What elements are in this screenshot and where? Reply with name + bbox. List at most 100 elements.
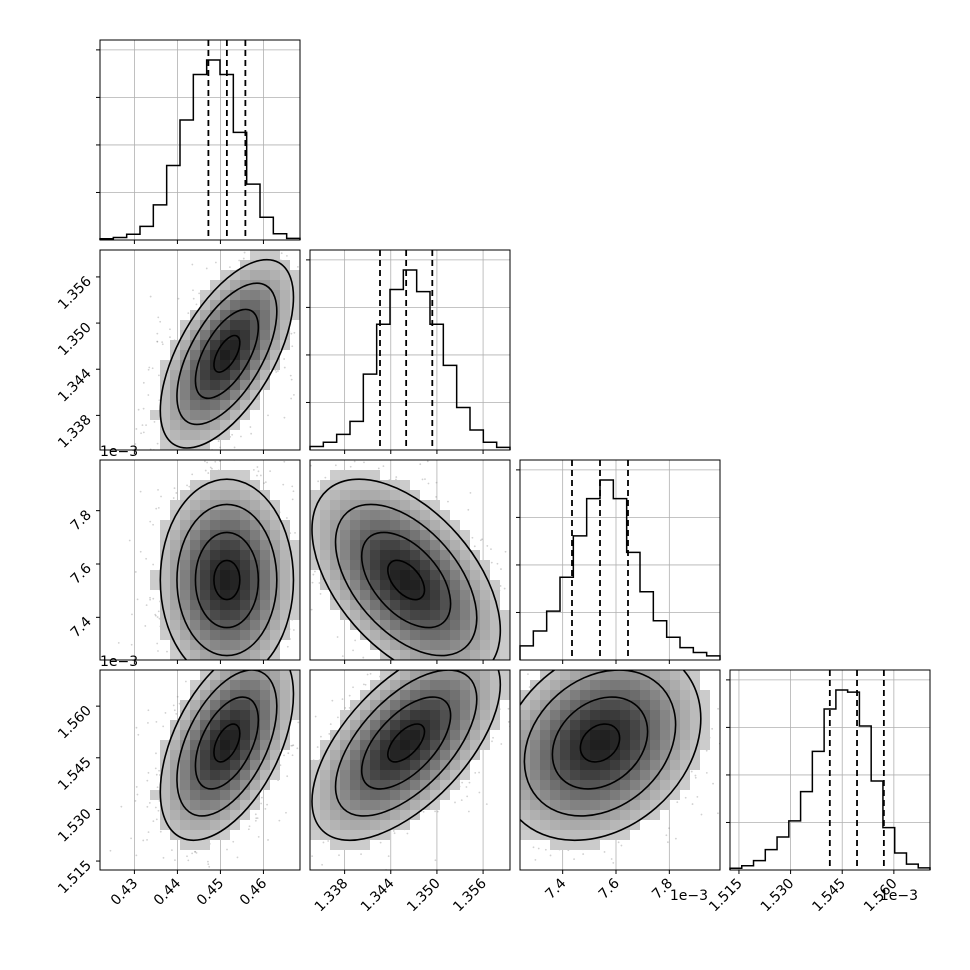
sample-point bbox=[280, 252, 283, 255]
density-cell bbox=[340, 580, 350, 590]
density-cell bbox=[400, 520, 410, 530]
density-cell bbox=[480, 580, 490, 590]
sample-point bbox=[149, 295, 152, 298]
density-cell bbox=[270, 340, 280, 350]
density-cell bbox=[230, 390, 240, 400]
density-cell bbox=[280, 310, 290, 320]
density-cell bbox=[220, 420, 230, 430]
density-cell bbox=[200, 640, 210, 650]
sample-point bbox=[142, 431, 145, 434]
sample-point bbox=[317, 480, 320, 483]
density-cell bbox=[290, 310, 300, 320]
density-cell bbox=[220, 480, 230, 490]
sample-point bbox=[481, 538, 483, 541]
sample-point bbox=[305, 519, 307, 521]
sample-point bbox=[142, 381, 145, 384]
density-cell bbox=[270, 520, 280, 530]
sample-point bbox=[164, 874, 166, 876]
density-cell bbox=[180, 550, 190, 560]
sample-point bbox=[338, 854, 340, 857]
density-cell bbox=[250, 580, 260, 590]
density-cell bbox=[180, 530, 190, 540]
density-cell bbox=[380, 620, 390, 630]
density-cell bbox=[380, 530, 390, 540]
density-cell bbox=[250, 360, 260, 370]
density-cell bbox=[310, 490, 320, 500]
density-cell bbox=[290, 580, 300, 590]
sample-point bbox=[291, 485, 294, 488]
density-cell bbox=[400, 570, 410, 580]
density-cell bbox=[210, 670, 220, 680]
density-cell bbox=[310, 560, 320, 570]
density-cell bbox=[220, 520, 230, 530]
sample-point bbox=[156, 616, 159, 618]
sample-point bbox=[219, 460, 221, 463]
density-cell bbox=[200, 420, 210, 430]
sample-point bbox=[139, 490, 142, 493]
density-cell bbox=[200, 650, 210, 660]
density-cell bbox=[250, 720, 260, 730]
sample-point bbox=[117, 642, 120, 644]
density-cell bbox=[200, 780, 210, 790]
density-cell bbox=[240, 400, 250, 410]
density-cell bbox=[390, 590, 400, 600]
sample-point bbox=[247, 663, 249, 665]
density-cell bbox=[380, 560, 390, 570]
density-cell bbox=[230, 490, 240, 500]
sample-point bbox=[202, 668, 204, 670]
density-cell bbox=[440, 600, 450, 610]
density-cell bbox=[270, 330, 280, 340]
density-cell bbox=[390, 570, 400, 580]
y-offset-label: 1e−3 bbox=[100, 444, 138, 460]
density-cell bbox=[200, 590, 210, 600]
density-cell bbox=[210, 290, 220, 300]
sample-point bbox=[294, 245, 296, 247]
sample-point bbox=[200, 470, 202, 472]
density-cell bbox=[230, 300, 240, 310]
density-cell bbox=[280, 740, 290, 750]
density-cell bbox=[190, 360, 200, 370]
density-cell bbox=[250, 350, 260, 360]
density-cell bbox=[210, 540, 220, 550]
density-cell bbox=[430, 520, 440, 530]
sample-point bbox=[171, 849, 173, 851]
density-cell bbox=[210, 720, 220, 730]
density-cell bbox=[240, 720, 250, 730]
density-cell bbox=[230, 410, 240, 420]
contour-line bbox=[176, 670, 278, 817]
sample-point bbox=[130, 837, 132, 840]
density-cell bbox=[390, 580, 400, 590]
density-cell bbox=[240, 300, 250, 310]
density-cell bbox=[270, 250, 280, 260]
density-cell bbox=[260, 330, 270, 340]
sample-point bbox=[130, 643, 133, 646]
panel-frame bbox=[519, 459, 721, 661]
sample-point bbox=[210, 454, 212, 456]
density-cell bbox=[190, 480, 200, 490]
density-cell bbox=[220, 490, 230, 500]
density-cell bbox=[270, 690, 280, 700]
density-cell bbox=[240, 740, 250, 750]
density-cell bbox=[260, 560, 270, 570]
density-cell bbox=[430, 620, 440, 630]
density-cell bbox=[310, 530, 320, 540]
sample-point bbox=[238, 442, 240, 444]
sample-point bbox=[435, 495, 438, 498]
sample-point bbox=[344, 707, 347, 709]
sample-point bbox=[361, 650, 363, 652]
density-cell bbox=[190, 560, 200, 570]
density-cell bbox=[380, 490, 390, 500]
density-cell bbox=[460, 530, 470, 540]
sample-point bbox=[188, 887, 190, 889]
density-cell bbox=[240, 760, 250, 770]
density-cell bbox=[400, 590, 410, 600]
density-cell bbox=[450, 640, 460, 650]
density-cell bbox=[170, 410, 180, 420]
density-cell bbox=[410, 630, 420, 640]
density-cell bbox=[280, 540, 290, 550]
sample-point bbox=[144, 625, 147, 627]
density-cell bbox=[310, 540, 320, 550]
density-cell bbox=[330, 520, 340, 530]
sample-point bbox=[278, 819, 281, 822]
density-cell bbox=[210, 600, 220, 610]
